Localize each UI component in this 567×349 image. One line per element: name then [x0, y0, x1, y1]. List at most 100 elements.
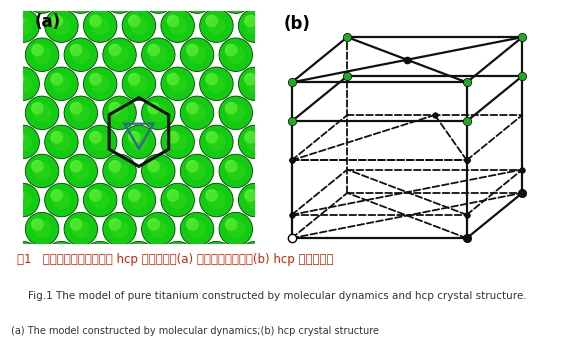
Circle shape	[147, 218, 160, 231]
Circle shape	[71, 0, 90, 6]
Circle shape	[12, 189, 24, 202]
Circle shape	[14, 249, 32, 267]
Circle shape	[227, 104, 245, 122]
Circle shape	[130, 75, 148, 93]
Text: (a): (a)	[34, 13, 61, 31]
Circle shape	[12, 247, 24, 260]
Circle shape	[52, 249, 71, 267]
Circle shape	[64, 0, 98, 13]
Circle shape	[207, 75, 226, 93]
Circle shape	[52, 75, 71, 93]
Circle shape	[219, 154, 252, 188]
Circle shape	[6, 183, 40, 217]
Circle shape	[180, 38, 214, 72]
Circle shape	[33, 0, 51, 6]
Text: Fig.1 The model of pure titanium constructed by molecular dynamics and hcp cryst: Fig.1 The model of pure titanium constru…	[28, 291, 527, 302]
Circle shape	[186, 160, 198, 173]
Circle shape	[225, 102, 238, 114]
Circle shape	[180, 96, 214, 129]
Circle shape	[14, 16, 32, 35]
Circle shape	[149, 45, 167, 64]
Circle shape	[89, 131, 102, 143]
Circle shape	[50, 189, 63, 202]
Circle shape	[83, 242, 117, 275]
Circle shape	[122, 67, 156, 101]
Circle shape	[45, 9, 78, 43]
Circle shape	[130, 191, 148, 209]
Circle shape	[167, 189, 179, 202]
Circle shape	[108, 44, 121, 57]
Circle shape	[128, 131, 141, 143]
Circle shape	[91, 133, 109, 151]
Circle shape	[33, 220, 51, 238]
Circle shape	[130, 16, 148, 35]
Circle shape	[188, 162, 206, 180]
Circle shape	[64, 154, 98, 188]
Circle shape	[238, 67, 272, 101]
Circle shape	[167, 131, 179, 143]
Circle shape	[161, 9, 194, 43]
Circle shape	[168, 75, 187, 93]
Circle shape	[122, 125, 156, 159]
Circle shape	[6, 9, 40, 43]
Circle shape	[205, 15, 218, 27]
Circle shape	[264, 102, 276, 114]
Circle shape	[142, 154, 175, 188]
Circle shape	[219, 38, 252, 72]
Circle shape	[64, 96, 98, 129]
Circle shape	[161, 67, 194, 101]
Circle shape	[147, 160, 160, 173]
Circle shape	[186, 44, 198, 57]
Text: (b): (b)	[284, 15, 310, 32]
Circle shape	[200, 67, 233, 101]
Circle shape	[258, 38, 291, 72]
Circle shape	[200, 125, 233, 159]
Circle shape	[14, 133, 32, 151]
Circle shape	[108, 160, 121, 173]
Circle shape	[26, 154, 59, 188]
Circle shape	[168, 16, 187, 35]
Circle shape	[130, 249, 148, 267]
Circle shape	[168, 133, 187, 151]
Circle shape	[103, 212, 136, 246]
Circle shape	[83, 67, 117, 101]
Circle shape	[200, 242, 233, 275]
Circle shape	[149, 220, 167, 238]
Circle shape	[142, 96, 175, 129]
Circle shape	[31, 44, 44, 57]
Circle shape	[161, 125, 194, 159]
Circle shape	[227, 162, 245, 180]
Circle shape	[246, 133, 264, 151]
Circle shape	[227, 0, 245, 6]
Circle shape	[52, 191, 71, 209]
Circle shape	[246, 75, 264, 93]
Circle shape	[200, 183, 233, 217]
Circle shape	[71, 45, 90, 64]
Circle shape	[108, 218, 121, 231]
Circle shape	[45, 183, 78, 217]
Circle shape	[238, 183, 272, 217]
Circle shape	[207, 191, 226, 209]
Circle shape	[103, 38, 136, 72]
Circle shape	[31, 102, 44, 114]
Circle shape	[71, 220, 90, 238]
Circle shape	[70, 160, 82, 173]
Circle shape	[219, 212, 252, 246]
Circle shape	[89, 189, 102, 202]
Circle shape	[188, 220, 206, 238]
Circle shape	[207, 16, 226, 35]
Circle shape	[205, 189, 218, 202]
Circle shape	[91, 191, 109, 209]
Circle shape	[149, 104, 167, 122]
Circle shape	[6, 67, 40, 101]
Circle shape	[265, 45, 284, 64]
Circle shape	[142, 212, 175, 246]
Circle shape	[238, 242, 272, 275]
Circle shape	[91, 75, 109, 93]
Circle shape	[167, 73, 179, 86]
Circle shape	[149, 162, 167, 180]
Circle shape	[70, 44, 82, 57]
Circle shape	[71, 162, 90, 180]
Circle shape	[186, 218, 198, 231]
Circle shape	[265, 162, 284, 180]
